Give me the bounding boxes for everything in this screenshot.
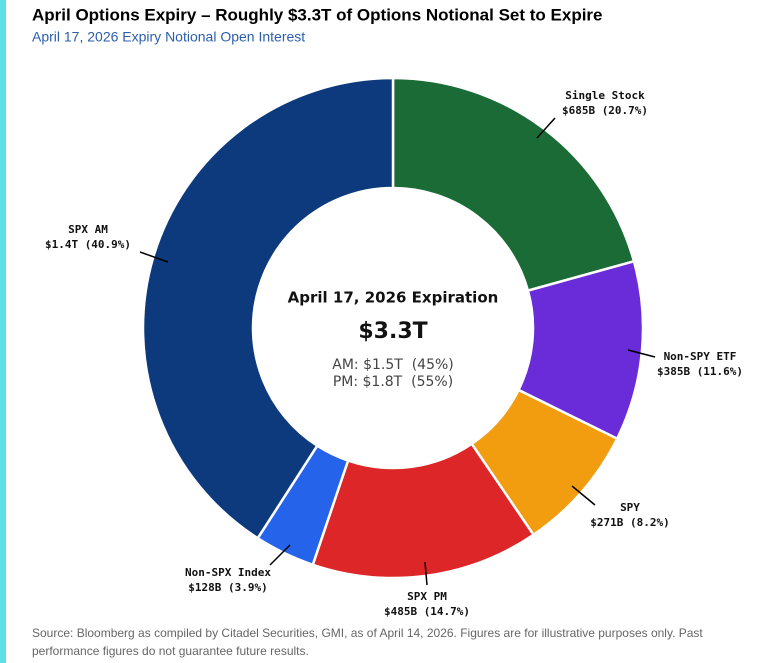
source-note: Source: Bloomberg as compiled by Citadel… [32, 626, 703, 640]
slice-label: SPX PM [407, 590, 447, 603]
chart-title: April Options Expiry – Roughly $3.3T of … [32, 5, 603, 24]
value-label: $271B (8.2%) [590, 516, 669, 529]
leader-line [139, 251, 169, 263]
accent-bar [0, 0, 6, 663]
value-label: $128B (3.9%) [188, 581, 267, 594]
leader-line [269, 544, 291, 566]
leader-line [627, 349, 656, 358]
slice-label: Non-SPX Index [185, 566, 271, 579]
slice-label: SPY [620, 501, 640, 514]
value-label: $685B (20.7%) [562, 104, 648, 117]
center-line: AM: $1.5T (45%) [332, 357, 454, 373]
slice [141, 76, 395, 540]
leader-line [571, 485, 596, 506]
chart-subtitle: April 17, 2026 Expiry Notional Open Inte… [32, 29, 305, 45]
leader-line [536, 117, 556, 139]
center-title: April 17, 2026 Expiration [288, 289, 499, 307]
slice [391, 76, 636, 293]
slice-label: Non-SPY ETF [664, 350, 737, 363]
source-note: performance figures do not guarantee fut… [32, 644, 309, 658]
value-label: $385B (11.6%) [657, 365, 743, 378]
donut [141, 76, 645, 580]
leader-line [424, 561, 428, 586]
slice-label: Single Stock [565, 89, 645, 102]
slice-label: SPX AM [68, 223, 108, 236]
center-total: $3.3T [358, 319, 427, 344]
value-label: $485B (14.7%) [384, 605, 470, 618]
center-line: PM: $1.8T (55%) [333, 374, 453, 390]
value-label: $1.4T (40.9%) [45, 238, 131, 251]
